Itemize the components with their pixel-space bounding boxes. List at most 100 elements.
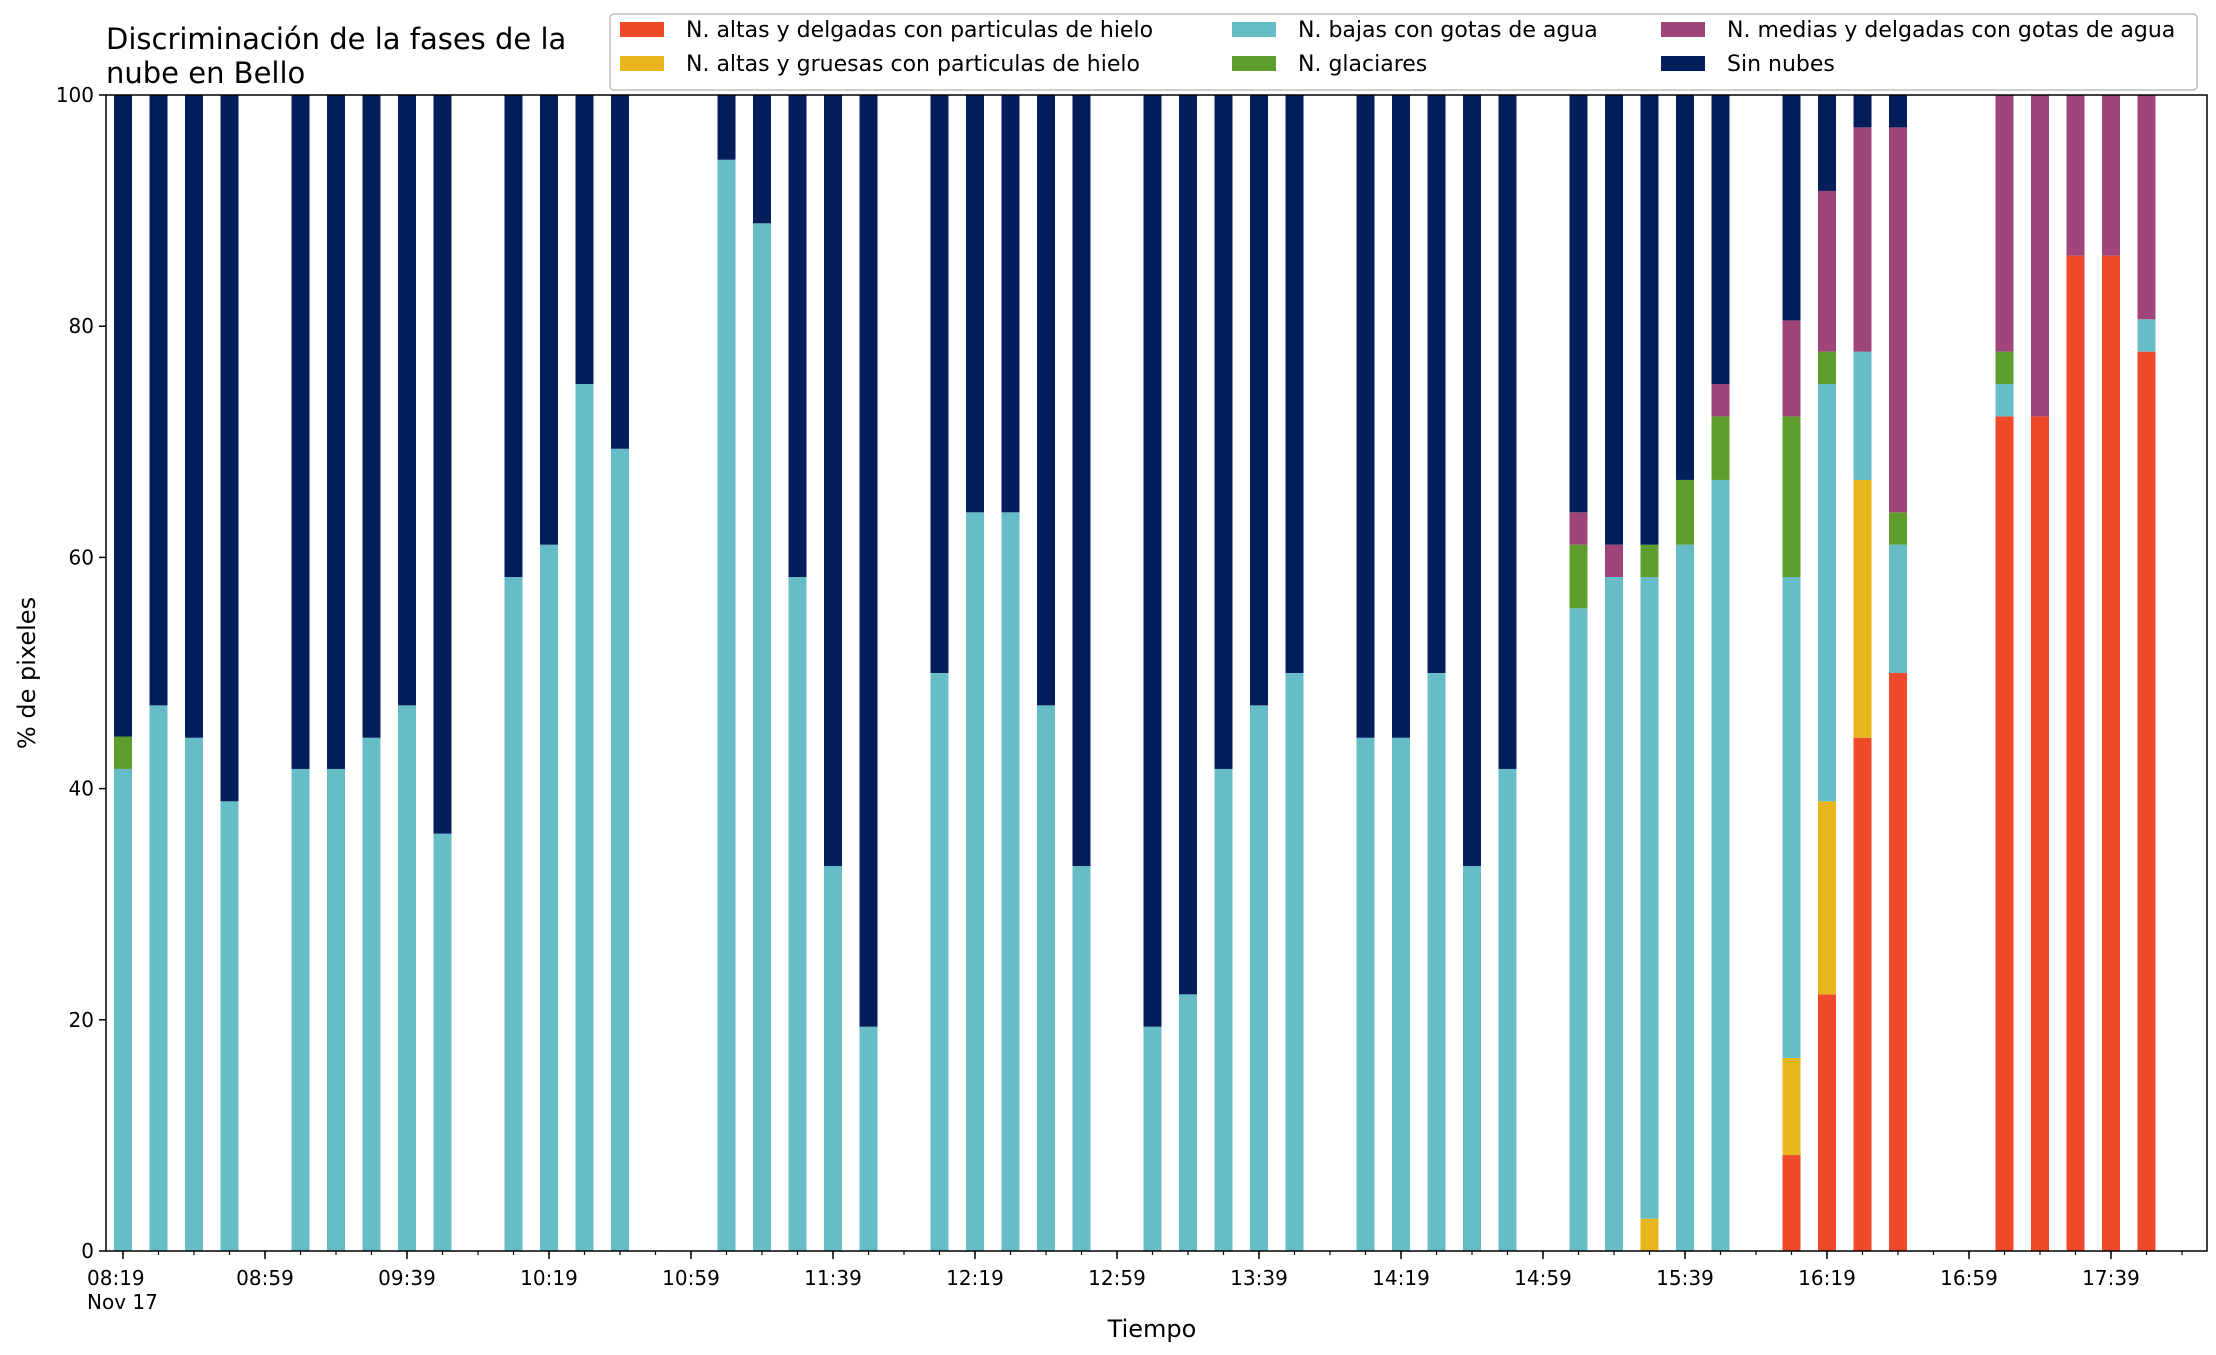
y-tick-label: 80 (69, 314, 94, 338)
legend-swatch (1661, 22, 1705, 37)
bar-segment-1029-s5 (575, 95, 594, 384)
x-tick-label: 16:19 (1798, 1266, 1856, 1290)
bar-segment-1509-s3 (1569, 544, 1588, 609)
legend-swatch (620, 22, 664, 37)
legend-label: Sin nubes (1727, 52, 1835, 77)
bar-segment-1629-s4 (1853, 127, 1872, 352)
bar-segment-1619-s1 (1818, 801, 1836, 995)
bar-segment-1529-s2 (1640, 577, 1659, 1219)
bar-segment-1149-s2 (859, 1026, 878, 1251)
bar-segment-1519-s2 (1605, 577, 1623, 1251)
x-tick-label: 11:39 (804, 1266, 862, 1290)
bar-segment-0939-s2 (398, 705, 416, 1251)
x-tick-label: 17:39 (2082, 1266, 2140, 1290)
bar-segment-1339-s5 (1250, 95, 1268, 706)
bar-segment-1539-s2 (1676, 544, 1694, 1251)
x-tick-label: 15:39 (1656, 1266, 1714, 1290)
bar-segment-1639-s3 (1889, 512, 1907, 545)
bar-segment-0909-s5 (291, 95, 310, 769)
bar-segment-1429-s5 (1427, 95, 1446, 673)
bar-segment-1229-s5 (1001, 95, 1020, 513)
x-tick-label: 08:59 (236, 1266, 294, 1290)
bar-segment-0829-s5 (149, 95, 168, 706)
bar-segment-1749-s0 (2137, 351, 2156, 1251)
legend-swatch (1232, 22, 1276, 37)
bar-segment-1609-s3 (1782, 416, 1801, 578)
bar-segment-0909-s2 (291, 768, 310, 1251)
bar-segment-1109-s2 (717, 159, 736, 1252)
bar-segment-0819-s3 (114, 736, 132, 769)
bar-segment-0939-s5 (398, 95, 416, 706)
legend-label: N. altas y gruesas con particulas de hie… (686, 52, 1140, 77)
x-tick-label: 14:59 (1514, 1266, 1572, 1290)
bar-segment-1309-s2 (1143, 1026, 1162, 1251)
x-tick-label: 09:39 (378, 1266, 436, 1290)
y-tick-label: 60 (69, 545, 94, 569)
bar-segment-1209-s5 (930, 95, 949, 673)
bar-segment-1619-s2 (1818, 384, 1836, 802)
bar-segment-1639-s4 (1889, 127, 1907, 513)
bar-segment-1639-s5 (1889, 95, 1907, 128)
bar-segment-1619-s0 (1818, 994, 1836, 1251)
bar-segment-1409-s2 (1356, 737, 1375, 1251)
bar-segment-1709-s2 (1995, 384, 2014, 417)
x-tick-label: 08:19 (87, 1266, 145, 1290)
bar-segment-1349-s2 (1285, 673, 1304, 1251)
bar-segment-0949-s2 (433, 833, 452, 1251)
legend: N. altas y delgadas con particulas de hi… (609, 13, 2198, 91)
bar-segment-1529-s5 (1640, 95, 1659, 545)
bar-segment-1729-s0 (2066, 255, 2085, 1251)
bar-segment-1529-s1 (1640, 1218, 1659, 1251)
bar-segment-1629-s1 (1853, 479, 1872, 738)
bar-segment-1449-s5 (1498, 95, 1517, 769)
bar-segment-1629-s5 (1853, 95, 1872, 128)
bar-segment-0839-s2 (185, 737, 203, 1251)
bar-segment-1319-s2 (1179, 994, 1197, 1251)
bar-segment-1549-s2 (1711, 479, 1730, 1251)
bar-segment-1449-s2 (1498, 768, 1517, 1251)
bar-segment-1729-s4 (2066, 95, 2085, 256)
bar-segment-1019-s2 (540, 544, 558, 1251)
bar-segment-1419-s5 (1392, 95, 1410, 738)
bar-segment-1609-s4 (1782, 320, 1801, 417)
x-tick-label: 12:19 (946, 1266, 1004, 1290)
bar-segment-0929-s5 (362, 95, 381, 738)
legend-label: N. bajas con gotas de agua (1298, 18, 1598, 43)
x-date-label: Nov 17 (87, 1290, 158, 1314)
bar-segment-1539-s3 (1676, 479, 1694, 545)
legend-label: N. medias y delgadas con gotas de agua (1727, 18, 2175, 43)
y-tick-label: 100 (56, 83, 94, 107)
bar-segment-1309-s5 (1143, 95, 1162, 1027)
bar-segment-1139-s5 (824, 95, 842, 867)
bar-segment-1349-s5 (1285, 95, 1304, 673)
bar-segment-1129-s5 (788, 95, 807, 578)
bar-segment-1109-s5 (717, 95, 736, 160)
x-tick-label: 10:19 (520, 1266, 578, 1290)
chart-title-line-2: nube en Bello (106, 56, 305, 90)
bar-segment-1709-s4 (1995, 95, 2014, 352)
bar-segment-1639-s0 (1889, 673, 1907, 1251)
x-axis-label: Tiempo (1107, 1315, 1197, 1343)
bar-segment-1529-s3 (1640, 544, 1659, 578)
y-tick-label: 40 (69, 777, 94, 801)
bar-segment-1709-s0 (1995, 416, 2014, 1251)
bar-segment-1249-s2 (1072, 866, 1091, 1251)
chart-title: Discriminación de la fases de la nube en… (106, 22, 576, 90)
bar-segment-0829-s2 (149, 705, 168, 1251)
x-tick-label: 14:19 (1372, 1266, 1430, 1290)
bar-segment-1749-s2 (2137, 319, 2156, 352)
bar-segment-1149-s5 (859, 95, 878, 1027)
bar-segment-1739-s4 (2102, 95, 2120, 256)
y-tick-label: 0 (81, 1239, 94, 1263)
bar-segment-0849-s5 (220, 95, 239, 802)
bar-segment-0839-s5 (185, 95, 203, 738)
bar-segment-1609-s2 (1782, 577, 1801, 1058)
bar-segment-1009-s2 (504, 577, 523, 1251)
bar-segment-1719-s4 (2031, 95, 2049, 417)
bar-segment-1629-s2 (1853, 351, 1872, 480)
plot-frame (105, 94, 2208, 1252)
bar-segment-1219-s2 (966, 512, 984, 1251)
y-axis-label: % de pixeles (13, 597, 41, 749)
bars-layer (114, 95, 2156, 1252)
